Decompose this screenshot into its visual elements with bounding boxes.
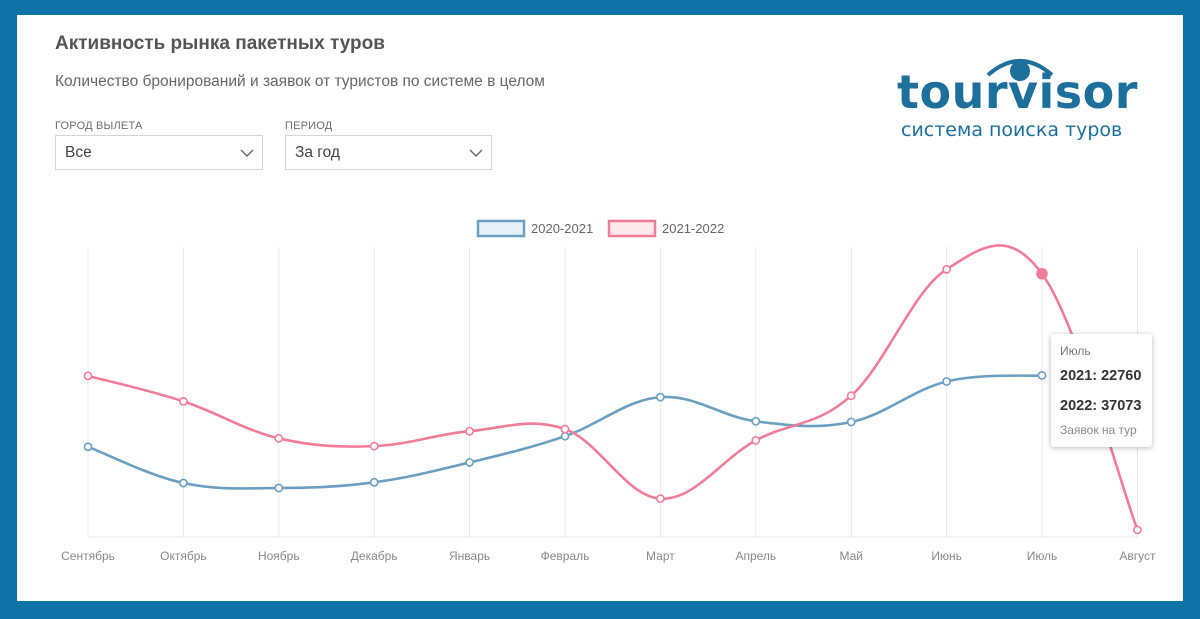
data-point[interactable] (369, 441, 379, 451)
logo-tagline: система поиска туров (901, 119, 1123, 141)
x-tick-label: Март (646, 549, 675, 563)
data-point[interactable] (942, 377, 951, 386)
x-tick-label: Октябрь (160, 549, 207, 563)
chevron-down-icon (469, 149, 483, 157)
legend-swatch[interactable] (476, 219, 526, 238)
data-point[interactable] (846, 417, 856, 427)
legend-label[interactable]: 2020-2021 (531, 221, 593, 236)
x-tick-label: Сентябрь (61, 549, 115, 563)
chevron-down-icon (240, 149, 254, 157)
data-point[interactable] (560, 424, 570, 434)
period-select[interactable]: За год (285, 135, 492, 170)
x-tick-label: Ноябрь (258, 549, 300, 563)
data-point[interactable] (274, 433, 284, 443)
data-point[interactable] (751, 436, 761, 445)
data-point[interactable] (178, 478, 188, 488)
data-point[interactable] (1036, 267, 1048, 280)
logo-wordmark: tourvisor (897, 65, 1138, 119)
data-point[interactable] (751, 416, 761, 426)
page-subtitle: Количество бронирований и заявок от тури… (55, 73, 545, 90)
tooltip-title: Июль (1060, 344, 1091, 358)
data-point[interactable] (274, 483, 284, 493)
data-point[interactable] (83, 442, 93, 452)
data-point[interactable] (465, 458, 474, 467)
x-tick-label: Апрель (735, 549, 776, 563)
eye-icon (986, 59, 1054, 81)
page-title: Активность рынка пакетных туров (55, 33, 385, 54)
legend-swatch[interactable] (607, 219, 657, 238)
data-point[interactable] (178, 396, 188, 406)
chart-tooltip: Июль 2021: 22760 2022: 37073 Заявок на т… (1051, 334, 1152, 447)
data-point[interactable] (369, 477, 379, 487)
data-point[interactable] (656, 494, 665, 504)
city-select-value: Все (65, 144, 92, 161)
x-tick-label: Июль (1027, 549, 1058, 563)
data-point[interactable] (846, 391, 856, 401)
x-tick-label: Май (839, 549, 863, 563)
chart-card: Активность рынка пакетных туров Количест… (17, 15, 1183, 601)
data-point[interactable] (83, 371, 93, 381)
x-tick-label: Февраль (541, 549, 590, 563)
tooltip-footer: Заявок на тур (1060, 423, 1137, 437)
city-filter-label: ГОРОД ВЫЛЕТА (55, 120, 143, 132)
tooltip-line-2022: 2022: 37073 (1060, 398, 1142, 414)
period-select-value: За год (295, 144, 340, 161)
data-point[interactable] (465, 426, 474, 436)
period-filter-label: ПЕРИОД (285, 120, 333, 132)
x-tick-label: Январь (449, 549, 490, 563)
data-point[interactable] (1037, 371, 1047, 380)
tooltip-line-2021: 2021: 22760 (1060, 368, 1142, 384)
x-tick-label: Август (1119, 549, 1156, 563)
city-select[interactable]: Все (55, 135, 263, 170)
x-tick-label: Декабрь (351, 549, 398, 563)
data-point[interactable] (656, 392, 665, 402)
data-point[interactable] (942, 264, 951, 274)
legend-label[interactable]: 2021-2022 (662, 221, 724, 236)
data-point[interactable] (560, 431, 570, 441)
x-tick-label: Июнь (931, 549, 962, 563)
data-point[interactable] (1133, 525, 1142, 535)
line-chart: 2020-2021 2021-2022 Сентябрь Октябрь Ноябрь… (61, 219, 1156, 563)
